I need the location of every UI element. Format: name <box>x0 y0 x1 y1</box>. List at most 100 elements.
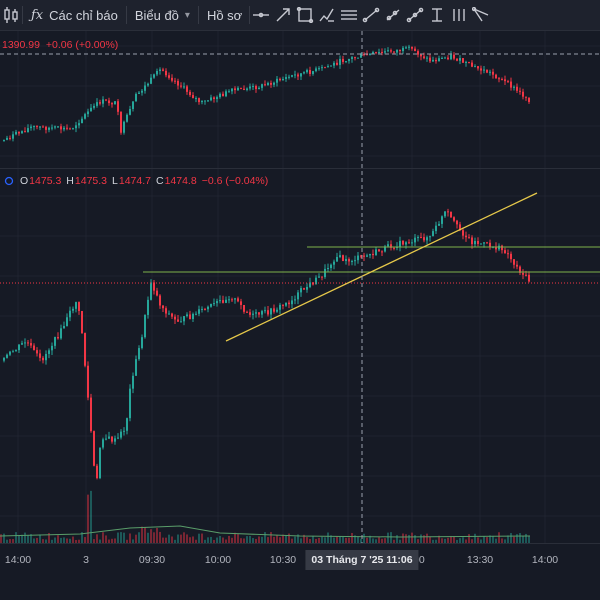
candle-body <box>309 282 311 287</box>
candle-body <box>402 47 404 52</box>
candle-body <box>243 88 245 90</box>
pane-separator[interactable] <box>0 168 600 169</box>
candle-body <box>234 298 236 300</box>
low-value: 1474.7 <box>118 175 151 187</box>
close-value: 1474.8 <box>164 175 197 187</box>
volume-bar <box>102 532 104 543</box>
volume-bar <box>453 536 455 543</box>
time-tick: 09:30 <box>138 554 166 566</box>
candle-body <box>78 302 80 311</box>
candle-body <box>39 126 41 128</box>
candle-body <box>498 78 500 80</box>
dot-icon[interactable] <box>4 176 14 186</box>
fib-icon[interactable] <box>448 0 470 31</box>
candle-body <box>228 91 230 93</box>
candle-body <box>435 225 437 232</box>
volume-bar <box>243 538 245 543</box>
candle-body <box>75 302 77 309</box>
candle-body <box>24 342 26 344</box>
volume-bar <box>327 532 329 543</box>
candle-body <box>513 86 515 88</box>
candle-body <box>63 325 65 329</box>
candle-body <box>519 90 521 92</box>
candle-body <box>246 311 248 313</box>
volume-bar <box>54 537 56 543</box>
candles-icon[interactable] <box>0 0 22 31</box>
chart-canvas[interactable] <box>0 31 600 543</box>
high-key: H <box>66 175 74 187</box>
vertical-text-icon[interactable] <box>426 0 448 31</box>
crosshair-time-label: 03 Tháng 7 '25 11:06 <box>305 550 419 570</box>
candle-body <box>144 85 146 91</box>
candle-body <box>459 224 461 231</box>
candle-body <box>477 240 479 244</box>
candle-body <box>363 54 365 56</box>
candle-body <box>336 62 338 65</box>
candle-body <box>288 302 290 305</box>
arrow-icon[interactable] <box>272 0 294 31</box>
candle-body <box>195 98 197 100</box>
indicators-button[interactable]: ƒx Các chỉ báo <box>23 0 126 31</box>
volume-bar <box>324 537 326 543</box>
candle-body <box>255 312 257 314</box>
candle-body <box>75 125 77 129</box>
candle-body <box>207 100 209 102</box>
volume-bar <box>87 494 89 543</box>
candle-body <box>405 47 407 49</box>
candle-body <box>519 266 521 273</box>
volume-bar <box>57 535 59 543</box>
volume-bar <box>492 535 494 543</box>
volume-bar <box>381 538 383 543</box>
trend-line-icon[interactable] <box>360 0 382 31</box>
volume-bar <box>357 536 359 543</box>
candle-body <box>483 242 485 244</box>
candle-body <box>102 99 104 104</box>
candle-body <box>270 82 272 85</box>
volume-bar <box>33 538 35 543</box>
chart-area[interactable] <box>0 31 600 543</box>
layouts-button[interactable]: Biểu đồ ▾ <box>127 0 198 31</box>
candle-body <box>39 353 41 358</box>
volume-bar <box>399 539 401 543</box>
volume-bar <box>39 534 41 543</box>
volume-bar <box>84 537 86 543</box>
volume-bar <box>141 526 143 543</box>
volume-bar <box>522 535 524 543</box>
volume-bar <box>60 537 62 543</box>
trend-line[interactable] <box>225 192 538 342</box>
parallel-channel-icon[interactable] <box>338 0 360 31</box>
candle-body <box>45 353 47 361</box>
rectangle-icon[interactable] <box>294 0 316 31</box>
horizontal-line-icon[interactable] <box>250 0 272 31</box>
time-axis[interactable]: 14:00 3 09:30 10:00 10:30 11:00 13:30 14… <box>0 543 600 600</box>
candle-body <box>351 57 353 59</box>
profile-label: Hồ sơ <box>206 7 243 23</box>
candle-body <box>60 126 62 130</box>
candle-body <box>42 357 44 361</box>
candle-body <box>186 86 188 92</box>
candle-body <box>177 80 179 86</box>
profile-button[interactable]: Hồ sơ <box>199 0 249 31</box>
candle-body <box>12 134 14 139</box>
fx-icon: ƒx <box>31 7 44 23</box>
volume-bar <box>27 535 29 543</box>
candle-body <box>285 77 287 79</box>
candle-body <box>339 58 341 65</box>
candle-body <box>132 375 134 389</box>
candle-body <box>168 313 170 315</box>
candle-body <box>246 88 248 90</box>
ray-icon[interactable] <box>382 0 404 31</box>
volume-bar <box>261 536 263 543</box>
candle-body <box>423 56 425 59</box>
pitchfork-icon[interactable] <box>470 0 492 31</box>
candle-body <box>189 314 191 320</box>
candle-body <box>108 436 110 439</box>
candle-body <box>36 350 38 354</box>
volume-bar <box>165 537 167 543</box>
volume-bar <box>369 535 371 543</box>
candle-body <box>426 57 428 59</box>
brush-icon[interactable] <box>316 0 338 31</box>
info-line-icon[interactable] <box>404 0 426 31</box>
candle-body <box>66 317 68 326</box>
candle-body <box>87 365 89 398</box>
